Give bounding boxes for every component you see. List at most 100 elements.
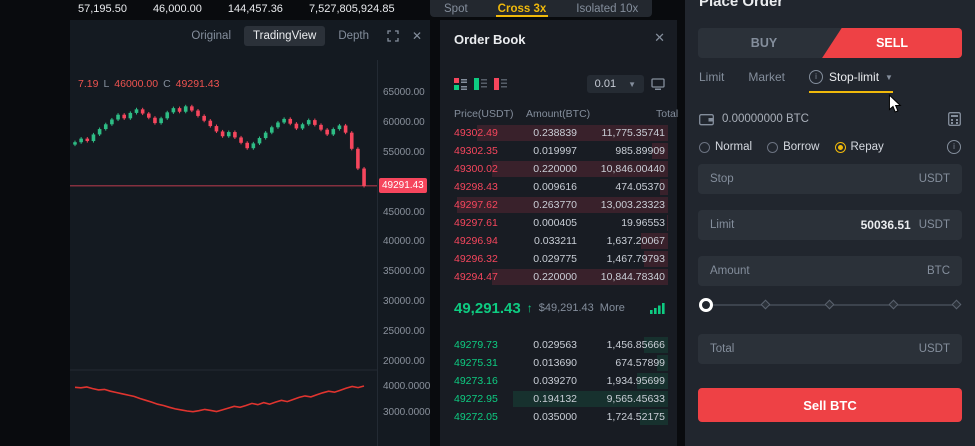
radio-normal[interactable] (699, 141, 710, 153)
calculator-icon[interactable] (948, 112, 961, 126)
depth-bar (666, 215, 668, 231)
amount-cell: 0.220000 (533, 163, 577, 175)
bid-row[interactable]: 49272.95 0.194132 9,565.45633 (454, 390, 668, 408)
ask-row[interactable]: 49297.62 0.263770 13,003.23323 (454, 196, 668, 214)
info-icon[interactable]: i (809, 70, 824, 84)
bid-row[interactable]: 49273.16 0.039270 1,934.95699 (454, 372, 668, 390)
price-cell: 49296.32 (454, 253, 498, 265)
order-book-column-headers: Price(USDT) Amount(BTC) Total (454, 108, 678, 120)
limit-price-field[interactable]: Limit 50036.51 USDT (698, 210, 962, 240)
ask-row[interactable]: 49296.32 0.029775 1,467.79793 (454, 250, 668, 268)
order-type-tab-limit[interactable]: Limit (699, 70, 724, 91)
slider-handle[interactable] (699, 298, 713, 312)
orderbook-display-icon[interactable] (651, 77, 665, 91)
amount-cell: 0.263770 (533, 199, 577, 211)
total-cell: 1,456.85666 (606, 339, 665, 351)
side-toggle: BUY SELL (698, 28, 962, 58)
total-cell: 1,934.95699 (606, 375, 665, 387)
depth-bar (639, 409, 668, 425)
total-cell: 474.05370 (615, 181, 665, 193)
slider-tick-50[interactable] (824, 299, 835, 310)
mode-tab-spot[interactable]: Spot (444, 2, 468, 15)
radio-borrow[interactable] (767, 141, 779, 153)
precision-select[interactable]: 0.01 ▼ (586, 75, 644, 93)
available-balance: 0.00000000 BTC (722, 113, 809, 125)
stop-price-field[interactable]: Stop USDT (698, 164, 962, 194)
book-view-both-icon[interactable] (454, 78, 468, 90)
chart-tab-tradingview[interactable]: TradingView (244, 26, 326, 46)
axis-price-label: 30000.00 (383, 296, 425, 307)
bid-row[interactable]: 49279.73 0.029563 1,456.85666 (454, 336, 668, 354)
ticker-value: 57,195.50 (78, 3, 127, 15)
depth-chart-icon[interactable] (650, 302, 665, 314)
book-view-asks-icon[interactable] (494, 78, 508, 90)
chevron-down-icon: ▼ (628, 79, 636, 89)
slider-tick-25[interactable] (760, 299, 771, 310)
price-cell: 49298.43 (454, 181, 498, 193)
amount-cell: 0.000405 (533, 217, 577, 229)
ask-row[interactable]: 49298.43 0.009616 474.05370 (454, 178, 668, 196)
slider-tick-100[interactable] (951, 299, 962, 310)
price-cell: 49273.16 (454, 375, 498, 387)
precision-value: 0.01 (594, 78, 617, 90)
axis-price-label: 20000.00 (383, 356, 425, 367)
order-book-close-icon[interactable]: ✕ (654, 30, 665, 45)
chart-tab-original[interactable]: Original (191, 30, 232, 42)
margin-mode-normal[interactable]: Normal (699, 141, 752, 153)
mid-price-row[interactable]: 49,291.43 ↑ $49,291.43 More (454, 292, 665, 324)
depth-bar (457, 197, 668, 213)
buy-button[interactable]: BUY (750, 36, 778, 50)
price-cell: 49296.94 (454, 235, 498, 247)
amount-field[interactable]: Amount BTC (698, 256, 962, 286)
amount-cell: 0.194132 (533, 393, 577, 405)
order-type-label: Stop-limit (829, 70, 880, 84)
sell-btc-button[interactable]: Sell BTC (698, 388, 962, 422)
margin-mode-row: Normal Borrow Repay i (699, 140, 961, 154)
margin-info-icon[interactable]: i (947, 140, 961, 154)
order-book-controls: 0.01 ▼ (454, 72, 665, 96)
price-direction-arrow: ↑ (526, 301, 533, 315)
total-cell: 10,844.78340 (600, 271, 665, 283)
order-type-tab-stop-limit[interactable]: i Stop-limit ▼ (809, 70, 893, 93)
amount-cell: 0.039270 (533, 375, 577, 387)
radio-repay[interactable] (834, 141, 846, 153)
depth-bar (660, 179, 668, 195)
chart-tab-depth[interactable]: Depth (338, 30, 369, 42)
total-field[interactable]: Total USDT (698, 334, 962, 364)
mid-price[interactable]: 49,291.43 (454, 299, 521, 317)
axis-price-label: 35000.00 (383, 266, 425, 277)
ask-row[interactable]: 49302.49 0.238839 11,775.35741 (454, 124, 668, 142)
price-cell: 49272.95 (454, 393, 498, 405)
more-link[interactable]: More (599, 302, 625, 314)
legend-low-label: L (103, 78, 110, 90)
slider-tick-75[interactable] (888, 299, 899, 310)
last-price-badge: 49291.43 (379, 178, 427, 193)
mode-tab-cross-3x[interactable]: Cross 3x (496, 0, 549, 17)
book-view-bids-icon[interactable] (474, 78, 488, 90)
chart-close-icon[interactable]: ✕ (411, 29, 423, 43)
ask-row[interactable]: 49300.02 0.220000 10,846.00440 (454, 160, 668, 178)
price-cell: 49275.31 (454, 357, 498, 369)
depth-bar (512, 391, 668, 407)
ask-row[interactable]: 49297.61 0.000405 19.96553 (454, 214, 668, 232)
ask-row[interactable]: 49302.35 0.019997 985.89909 (454, 142, 668, 160)
margin-mode-borrow[interactable]: Borrow (767, 141, 820, 153)
ask-row[interactable]: 49294.47 0.220000 10,844.78340 (454, 268, 668, 286)
bid-row[interactable]: 49272.05 0.035000 1,724.52175 (454, 408, 668, 426)
margin-mode-label: Borrow (783, 141, 820, 153)
chart-price-axis: 49291.43 65000.00 60000.00 55000.00 45000.0… (377, 60, 430, 446)
sell-button[interactable]: SELL (822, 28, 962, 58)
order-type-tabs: Limit Market i Stop-limit ▼ (699, 70, 893, 93)
fullscreen-icon[interactable] (384, 27, 402, 45)
mode-tab-isolated-10x[interactable]: Isolated 10x (576, 2, 639, 15)
margin-mode-repay[interactable]: Repay (834, 141, 884, 153)
depth-bar (651, 143, 668, 159)
order-type-tab-market[interactable]: Market (748, 70, 785, 91)
total-field-label: Total (710, 343, 735, 355)
axis-price-label: 45000.00 (383, 207, 425, 218)
bid-row[interactable]: 49275.31 0.013690 674.57899 (454, 354, 668, 372)
amount-field-label: Amount (710, 265, 750, 277)
order-book-panel: Order Book ✕ (440, 20, 678, 446)
chart-panel: Original TradingView Depth ✕ 7.19 L 46000.… (70, 20, 430, 446)
ask-row[interactable]: 49296.94 0.033211 1,637.20067 (454, 232, 668, 250)
